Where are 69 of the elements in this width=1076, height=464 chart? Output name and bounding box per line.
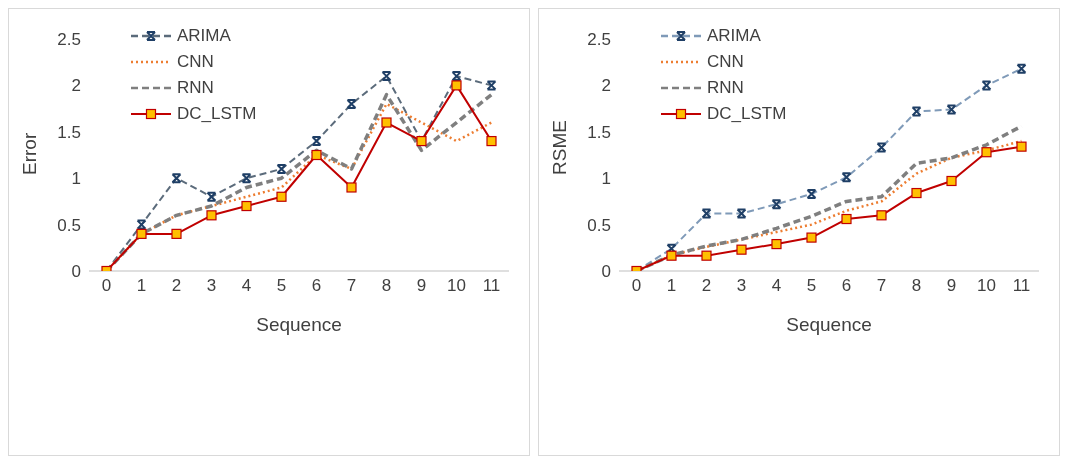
- legend-label: CNN: [177, 52, 214, 72]
- x-tick-label: 5: [276, 276, 287, 296]
- y-tick-label: 1: [71, 169, 81, 189]
- point: [241, 200, 252, 212]
- y-tick-label: 1: [601, 169, 611, 189]
- point: [946, 175, 957, 187]
- legend-label: RNN: [707, 78, 744, 98]
- point: [666, 250, 677, 261]
- x-tick-label: 6: [311, 276, 322, 296]
- x-tick-label: 11: [1012, 276, 1031, 296]
- x-axis-title: Sequence: [786, 314, 872, 335]
- y-tick-label: 2.5: [587, 30, 611, 50]
- x-tick-label: 5: [806, 276, 817, 296]
- point: [346, 182, 357, 193]
- point: [701, 250, 712, 261]
- point: [451, 80, 462, 91]
- y-axis-title: RSME: [548, 120, 570, 175]
- x-tick-label: 8: [381, 276, 392, 296]
- y-tick-label: 1.5: [57, 122, 81, 142]
- point: [1016, 141, 1027, 152]
- y-tick-label: 0: [601, 262, 611, 282]
- y-tick-label: 0.5: [587, 215, 611, 235]
- x-tick-label: 1: [136, 276, 147, 296]
- x-tick-label: 3: [736, 276, 747, 296]
- y-tick-label: 0: [71, 262, 81, 282]
- y-axis-title: Error: [18, 132, 40, 175]
- x-tick-label: 4: [771, 276, 782, 296]
- point: [981, 147, 992, 158]
- x-tick-label: 1: [666, 276, 677, 296]
- x-tick-label: 2: [701, 276, 712, 296]
- x-axis-title: Sequence: [256, 314, 342, 335]
- point: [171, 228, 182, 239]
- y-tick-label: 2: [601, 76, 611, 96]
- point: [736, 244, 747, 255]
- x-tick-label: 7: [876, 276, 887, 296]
- x-tick-label: 11: [482, 276, 501, 296]
- point: [311, 149, 322, 161]
- x-tick-label: 0: [101, 276, 112, 296]
- legend-label: ARIMA: [707, 26, 761, 46]
- x-tick-label: 9: [416, 276, 427, 296]
- point: [911, 187, 922, 199]
- x-tick-label: 0: [631, 276, 642, 296]
- x-tick-label: 4: [241, 276, 252, 296]
- legend-label: RNN: [177, 78, 214, 98]
- x-tick-label: 2: [171, 276, 182, 296]
- x-tick-label: 10: [977, 276, 996, 296]
- point: [771, 238, 782, 250]
- point: [841, 213, 852, 225]
- x-tick-label: 7: [346, 276, 357, 296]
- y-tick-label: 2: [71, 76, 81, 96]
- y-tick-label: 0.5: [57, 215, 81, 235]
- point: [136, 228, 147, 239]
- y-tick-label: 1.5: [587, 122, 611, 142]
- legend-label: DC_LSTM: [707, 104, 787, 124]
- x-tick-label: 9: [946, 276, 957, 296]
- x-tick-label: 8: [911, 276, 922, 296]
- point: [486, 135, 497, 147]
- point: [206, 210, 217, 221]
- legend-label: ARIMA: [177, 26, 231, 46]
- point: [876, 210, 887, 221]
- x-tick-label: 10: [447, 276, 466, 296]
- point: [276, 191, 287, 202]
- x-tick-label: 3: [206, 276, 217, 296]
- point: [806, 232, 817, 243]
- point: [381, 117, 392, 128]
- legend-label: DC_LSTM: [177, 104, 257, 124]
- y-tick-label: 2.5: [57, 30, 81, 50]
- legend-label: CNN: [707, 52, 744, 72]
- x-tick-label: 6: [841, 276, 852, 296]
